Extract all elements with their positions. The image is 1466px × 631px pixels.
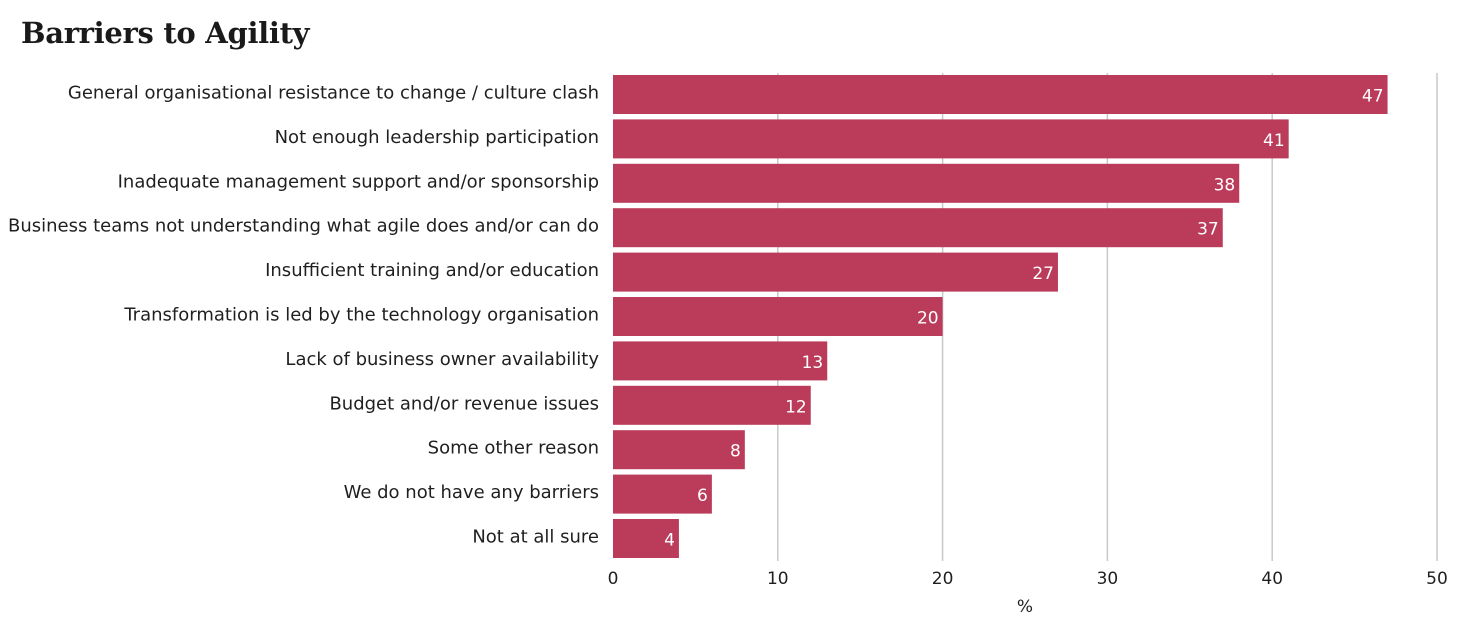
bar-value-label: 6 xyxy=(697,486,708,506)
x-tick-label: 30 xyxy=(1097,569,1119,589)
bar-value-label: 27 xyxy=(1032,264,1054,284)
x-axis-title: % xyxy=(1017,597,1033,617)
bar xyxy=(613,385,811,425)
bar-value-label: 38 xyxy=(1214,175,1236,195)
category-labels: General organisational resistance to cha… xyxy=(8,83,599,548)
bar-value-label: 8 xyxy=(730,442,741,462)
x-tick-label: 0 xyxy=(608,569,619,589)
x-tick-label: 10 xyxy=(767,569,789,589)
bar xyxy=(613,75,1388,114)
bar xyxy=(613,430,745,470)
category-label: General organisational resistance to cha… xyxy=(68,83,599,104)
bar xyxy=(613,474,712,514)
category-label: Transformation is led by the technology … xyxy=(123,305,599,326)
bar xyxy=(613,252,1058,292)
category-label: We do not have any barriers xyxy=(344,482,599,503)
x-tick-label: 40 xyxy=(1261,569,1283,589)
category-label: Not enough leadership participation xyxy=(275,127,599,148)
bar xyxy=(613,208,1223,248)
bar xyxy=(613,519,679,558)
bar xyxy=(613,297,943,336)
bar xyxy=(613,163,1240,203)
chart-title: Barriers to Agility xyxy=(21,16,310,50)
bar xyxy=(613,341,828,381)
category-label: Some other reason xyxy=(428,438,599,459)
bar-value-label: 4 xyxy=(664,531,675,551)
bar-value-label: 41 xyxy=(1263,131,1285,151)
category-label: Lack of business owner availability xyxy=(285,349,599,370)
category-label: Inadequate management support and/or spo… xyxy=(118,171,599,192)
x-tick-label: 50 xyxy=(1426,569,1448,589)
category-label: Business teams not understanding what ag… xyxy=(8,216,599,237)
category-label: Insufficient training and/or education xyxy=(265,260,599,281)
category-label: Budget and/or revenue issues xyxy=(329,393,599,414)
x-axis-ticks: 0 10 20 30 40 50 xyxy=(608,569,1448,589)
bar-value-label: 20 xyxy=(917,309,939,329)
category-label: Not at all sure xyxy=(472,527,599,548)
bars: 47 41 38 37 27 20 13 12 8 6 4 xyxy=(613,75,1388,558)
bar-value-label: 47 xyxy=(1362,87,1384,107)
x-tick-label: 20 xyxy=(932,569,954,589)
bar-value-label: 37 xyxy=(1197,220,1219,240)
bar-value-label: 12 xyxy=(785,397,807,417)
bar xyxy=(613,119,1289,159)
bar-value-label: 13 xyxy=(802,353,824,373)
